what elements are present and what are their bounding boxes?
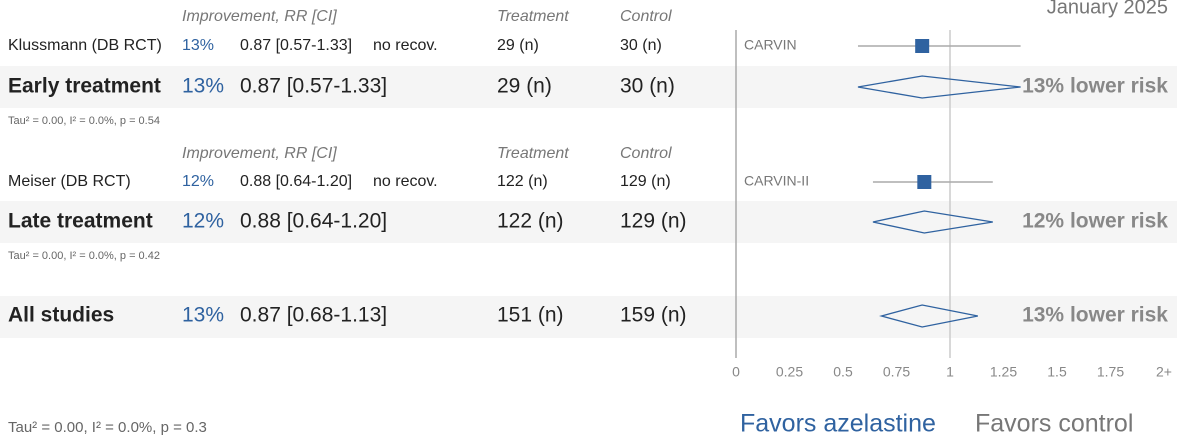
heterogeneity: Tau² = 0.00, I² = 0.0%, p = 0.42 <box>8 250 160 262</box>
study-name: Klussmann (DB RCT) <box>8 37 162 54</box>
x-tick-label: 1 <box>946 364 954 380</box>
heterogeneity: Tau² = 0.00, I² = 0.0%, p = 0.3 <box>8 419 207 436</box>
estimate-square <box>915 39 929 53</box>
x-tick-label: 1.25 <box>990 364 1017 380</box>
trial-name: CARVIN-II <box>744 173 809 189</box>
estimate-square <box>917 175 931 189</box>
x-tick-label: 2+ <box>1156 364 1172 380</box>
result: 13% lower risk <box>1022 75 1168 98</box>
improvement: 12% <box>182 210 224 233</box>
rr-ci: 0.87 [0.57-1.33] <box>240 37 352 54</box>
x-tick-label: 1.5 <box>1047 364 1067 380</box>
treatment-n: 122 (n) <box>497 210 564 233</box>
result: 12% lower risk <box>1022 210 1168 233</box>
column-header: Improvement, RR [CI] <box>182 8 337 25</box>
study-name: Meiser (DB RCT) <box>8 173 131 190</box>
trial-name: CARVIN <box>744 37 797 53</box>
band <box>0 296 1177 338</box>
x-tick-label: 1.75 <box>1097 364 1124 380</box>
outcome: no recov. <box>373 37 438 54</box>
summary-name: Late treatment <box>8 210 153 233</box>
column-header: Improvement, RR [CI] <box>182 145 337 162</box>
favors-right: Favors control <box>975 410 1133 438</box>
rr-ci: 0.88 [0.64-1.20] <box>240 173 352 190</box>
x-tick-label: 0.25 <box>776 364 803 380</box>
date-title: January 2025 <box>1047 0 1168 18</box>
outcome: no recov. <box>373 173 438 190</box>
result: 13% lower risk <box>1022 304 1168 327</box>
control-n: 129 (n) <box>620 173 671 190</box>
heterogeneity: Tau² = 0.00, I² = 0.0%, p = 0.54 <box>8 115 160 127</box>
improvement: 13% <box>182 37 214 54</box>
band <box>0 201 1177 243</box>
control-n: 30 (n) <box>620 37 662 54</box>
column-header: Control <box>620 145 672 162</box>
control-n: 159 (n) <box>620 304 687 327</box>
control-n: 30 (n) <box>620 75 675 98</box>
treatment-n: 29 (n) <box>497 37 539 54</box>
improvement: 13% <box>182 75 224 98</box>
control-n: 129 (n) <box>620 210 687 233</box>
treatment-n: 29 (n) <box>497 75 552 98</box>
treatment-n: 151 (n) <box>497 304 564 327</box>
column-header: Control <box>620 8 672 25</box>
x-tick-label: 0 <box>732 364 740 380</box>
rr-ci: 0.87 [0.68-1.13] <box>240 304 387 327</box>
rr-ci: 0.88 [0.64-1.20] <box>240 210 387 233</box>
x-tick-label: 0.75 <box>883 364 910 380</box>
improvement: 13% <box>182 304 224 327</box>
column-header: Treatment <box>497 8 569 25</box>
column-header: Treatment <box>497 145 569 162</box>
favors-left: Favors azelastine <box>740 410 936 438</box>
improvement: 12% <box>182 173 214 190</box>
summary-name: All studies <box>8 304 114 327</box>
summary-name: Early treatment <box>8 75 161 98</box>
treatment-n: 122 (n) <box>497 173 548 190</box>
rr-ci: 0.87 [0.57-1.33] <box>240 75 387 98</box>
band <box>0 66 1177 108</box>
x-tick-label: 0.5 <box>833 364 853 380</box>
forest-plot: January 2025 0 0.25 0.5 0.75 1 1.25 1.5 1.75 2+ I… <box>0 0 1177 443</box>
